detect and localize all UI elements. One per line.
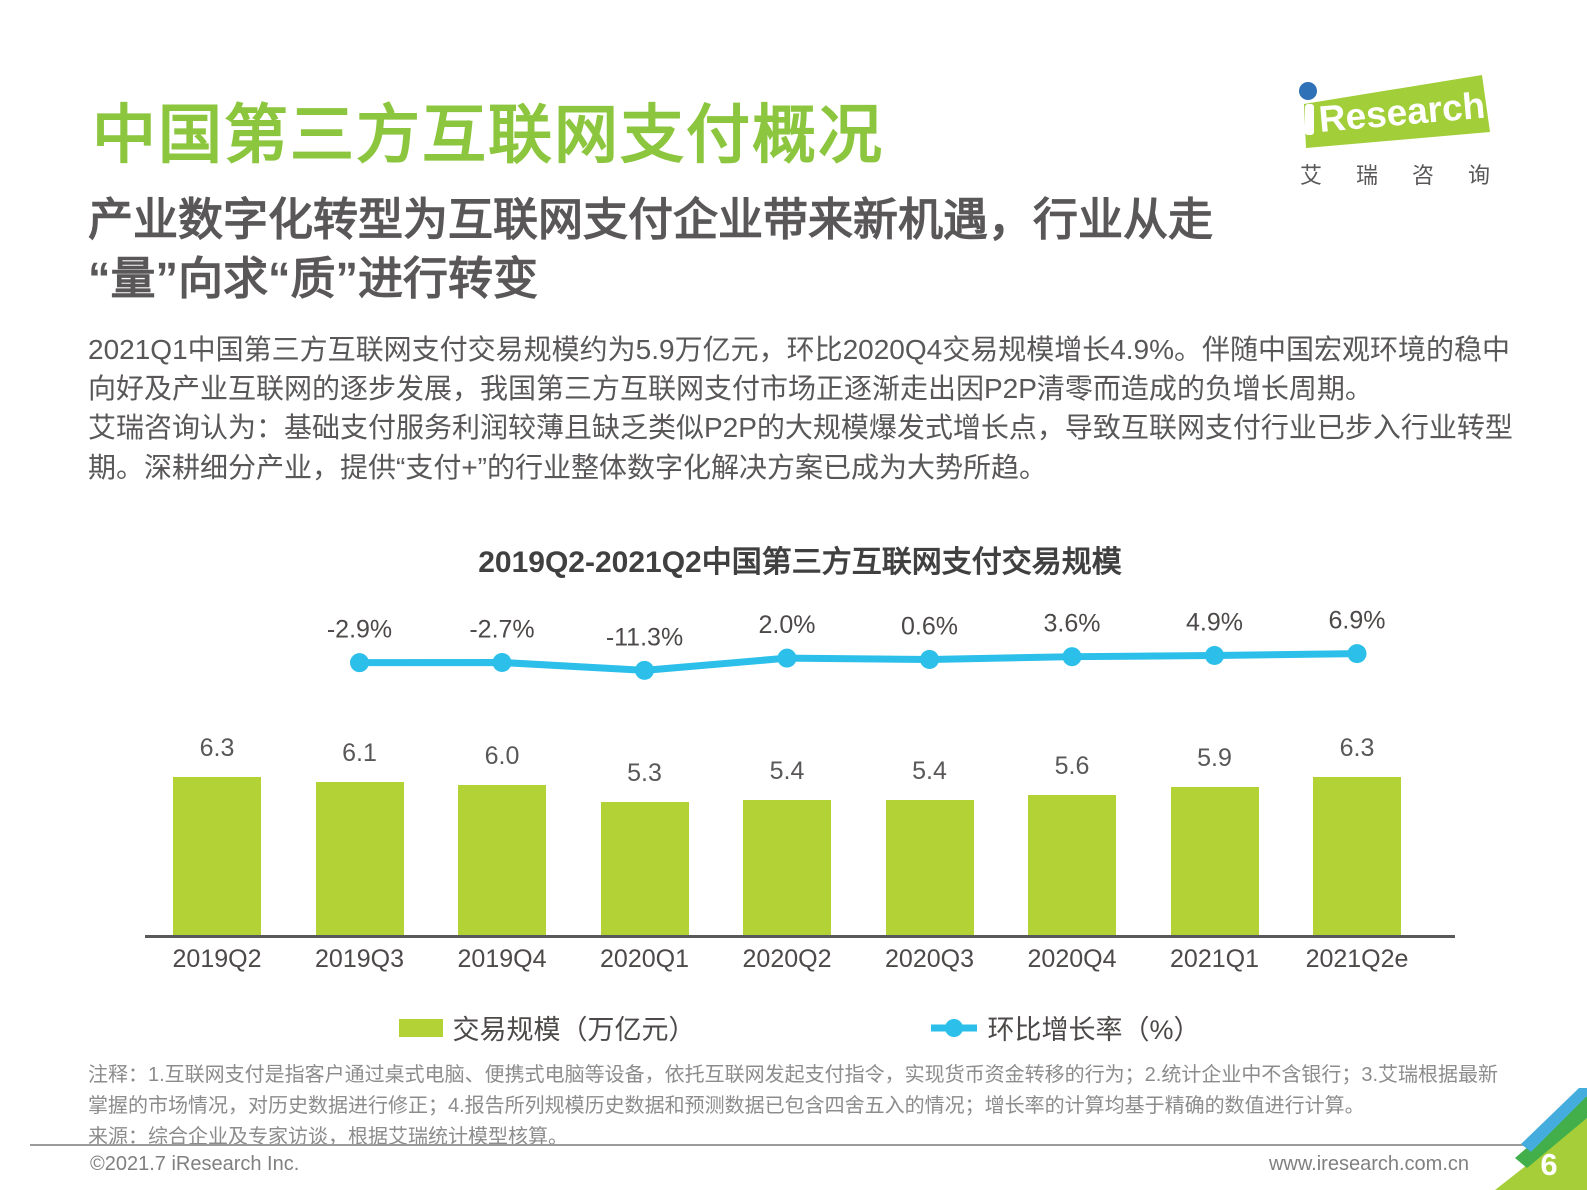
bar-2020Q1 (600, 802, 689, 935)
chart-legend: 交易规模（万亿元） 环比增长率（%） (145, 1008, 1455, 1047)
bar-2021Q2e (1313, 777, 1401, 935)
x-axis-label: 2019Q2 (172, 945, 262, 973)
x-axis: 2019Q2 2019Q3 2019Q4 2020Q1 2020Q2 2020Q3 2020… (145, 944, 1455, 980)
page-title: 中国第三方互联网支付概况 (92, 99, 884, 171)
legend-bar-swatch-icon (399, 1018, 444, 1037)
bar-2019Q2 (173, 777, 261, 935)
legend-bar-swatch (399, 1018, 444, 1037)
x-axis-label: 2020Q4 (1027, 945, 1117, 973)
bar-value-label: 5.6 (1054, 752, 1090, 780)
legend-line-label: 环比增长率（%） (987, 1015, 1201, 1045)
growth-point-label: 6.9% (1329, 607, 1386, 635)
logo-chinese-text: 艾瑞咨询 (1300, 163, 1525, 188)
footer-url[interactable]: www.iresearch.com.cn (1268, 1153, 1469, 1175)
growth-line-layer: -2.9% -2.7% -11.3% 2.0% 0.6% 3.6% 4.9% 6.9% (327, 607, 1386, 680)
growth-point-label: 3.6% (1044, 610, 1101, 638)
logo-i-dot-icon (1299, 82, 1317, 100)
legend-item-bars: 交易规模（万亿元） (399, 1008, 695, 1047)
page-number: 6 (1540, 1147, 1557, 1182)
page-subtitle-line2: “量”向求“质”进行转变 (88, 253, 539, 305)
bar-2019Q3 (315, 782, 404, 935)
x-axis-label: 2020Q3 (885, 945, 974, 973)
page-corner-graphic: 6 (1495, 1088, 1587, 1190)
intro-paragraph-1: 2021Q1中国第三方互联网支付交易规模约为5.9万亿元，环比2020Q4交易规… (88, 334, 1511, 405)
growth-point (492, 652, 512, 672)
bar-value-label: 5.4 (769, 757, 805, 785)
page-subtitle-line1: 产业数字化转型为互联网支付企业带来新机遇，行业从走 (88, 194, 1214, 245)
corner-blue-band (1521, 1088, 1587, 1152)
bar-2020Q3 (885, 800, 974, 935)
growth-point (1347, 644, 1367, 664)
growth-point-label: 0.6% (901, 612, 958, 640)
bar-2021Q1 (1170, 787, 1259, 935)
bar-value-label: 5.4 (912, 757, 947, 785)
logo-i-stem-icon (1305, 104, 1314, 135)
bar-value-label: 6.3 (1339, 734, 1375, 762)
source-text: 来源：综合企业及专家访谈，根据艾瑞统计模型核算。 (88, 1126, 568, 1148)
growth-point (1205, 645, 1224, 665)
notes-text: 注释：1.互联网支付是指客户通过桌式电脑、便携式电脑等设备，依托互联网发起支付指… (88, 1064, 1499, 1117)
growth-point (777, 648, 797, 668)
legend-line-dot (945, 1018, 964, 1037)
growth-point (635, 660, 654, 680)
growth-line (356, 650, 1361, 674)
x-axis-label: 2021Q2e (1305, 945, 1409, 973)
bar-value-label: 6.0 (484, 742, 520, 770)
intro-text: 2021Q1中国第三方互联网支付交易规模约为5.9万亿元，环比2020Q4交易规… (88, 330, 1516, 487)
bar-2020Q2 (743, 800, 831, 935)
bar-value-label: 6.3 (199, 734, 235, 762)
footer-copyright: ©2021.7 iResearch Inc. (90, 1153, 300, 1175)
bar-2020Q4 (1028, 795, 1116, 935)
chart-title: 2019Q2-2021Q2中国第三方互联网支付交易规模 (478, 546, 1122, 579)
footnotes: 注释：1.互联网支付是指客户通过桌式电脑、便携式电脑等设备，依托互联网发起支付指… (88, 1060, 1516, 1153)
x-axis-label: 2021Q1 (1170, 945, 1259, 973)
growth-point-label: -2.7% (469, 615, 534, 643)
bar-value-label: 5.3 (627, 759, 662, 787)
bar-value-label: 5.9 (1197, 744, 1232, 772)
bar-line-chart: -2.9% -2.7% -11.3% 2.0% 0.6% 3.6% 4.9% 6.9% 6.3… (145, 590, 1455, 938)
legend-item-line: 环比增长率（%） (930, 1008, 1201, 1047)
growth-point (1062, 647, 1082, 667)
page-subtitle: 产业数字化转型为互联网支付企业带来新机遇，行业从走 “量”向求“质”进行转变 (88, 190, 1508, 309)
x-axis-label: 2020Q2 (742, 945, 832, 973)
legend-bar-label: 交易规模（万亿元） (452, 1015, 696, 1045)
growth-point-label: 2.0% (759, 611, 816, 639)
bar-2019Q4 (458, 785, 546, 935)
intro-paragraph-2: 艾瑞咨询认为：基础支付服务利润较薄且缺乏类似P2P的大规模爆发式增长点，导致互联… (88, 412, 1513, 483)
iresearch-logo-banner: Research (1299, 75, 1490, 148)
legend-line-marker-icon (931, 1018, 978, 1037)
growth-point-label: -11.3% (606, 623, 683, 651)
growth-point (350, 653, 369, 673)
x-axis-label: 2019Q3 (315, 945, 404, 973)
x-axis-label: 2020Q1 (600, 945, 689, 973)
growth-point (920, 649, 939, 669)
footer-divider (30, 1144, 1557, 1146)
logo-banner-shape (1304, 75, 1490, 148)
x-axis-label: 2019Q4 (457, 945, 547, 973)
growth-point-label: 4.9% (1186, 608, 1243, 636)
growth-point-label: -2.9% (327, 616, 392, 644)
bar-value-label: 6.1 (342, 739, 377, 767)
iresearch-logo: Research 艾瑞咨询 (1290, 70, 1498, 188)
